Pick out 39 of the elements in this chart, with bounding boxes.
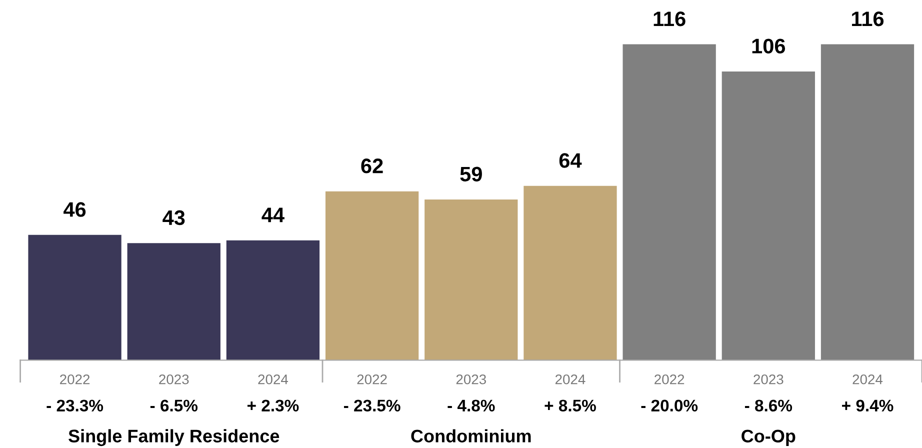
bar <box>524 186 617 360</box>
x-tick-label: 2022 <box>654 374 684 384</box>
x-tick-label: 2024 <box>258 374 288 384</box>
bar <box>127 243 220 360</box>
text: - 23.5% <box>344 400 400 412</box>
bar <box>226 240 320 360</box>
data-label: 64 <box>559 153 582 168</box>
text: - 4.8% <box>448 400 495 412</box>
bar <box>28 234 122 360</box>
bar <box>424 199 518 360</box>
text: - 20.0% <box>641 400 698 412</box>
bar <box>622 44 716 360</box>
data-label: 116 <box>654 11 686 26</box>
data-label: 116 <box>852 11 884 26</box>
text: Condominium <box>411 429 531 442</box>
data-label: 44 <box>262 208 284 222</box>
text: - 6.5% <box>150 400 198 412</box>
data-label: 46 <box>64 202 86 217</box>
x-tick-label: 2023 <box>456 374 486 384</box>
text: Co-Op <box>742 430 796 446</box>
bar <box>722 71 815 360</box>
x-tick-label: 2022 <box>60 374 90 384</box>
text: Single Family Residence <box>68 429 280 446</box>
text: + 8.5% <box>544 400 596 412</box>
text: + 9.4% <box>842 400 894 412</box>
text: + 2.3% <box>247 400 299 412</box>
x-tick-label: 2024 <box>555 374 586 384</box>
data-label: 106 <box>752 38 786 54</box>
data-label: 62 <box>361 158 383 174</box>
x-tick-label: 2022 <box>357 374 387 384</box>
x-tick-label: 2023 <box>754 374 784 384</box>
x-tick-label: 2024 <box>852 374 883 384</box>
text: - 23.3% <box>46 400 104 412</box>
bar <box>820 44 914 360</box>
x-tick-label: 2023 <box>159 374 189 384</box>
text: - 8.6% <box>744 400 792 412</box>
data-label: 59 <box>460 166 482 182</box>
data-label: 43 <box>162 210 185 226</box>
bar <box>325 191 419 360</box>
